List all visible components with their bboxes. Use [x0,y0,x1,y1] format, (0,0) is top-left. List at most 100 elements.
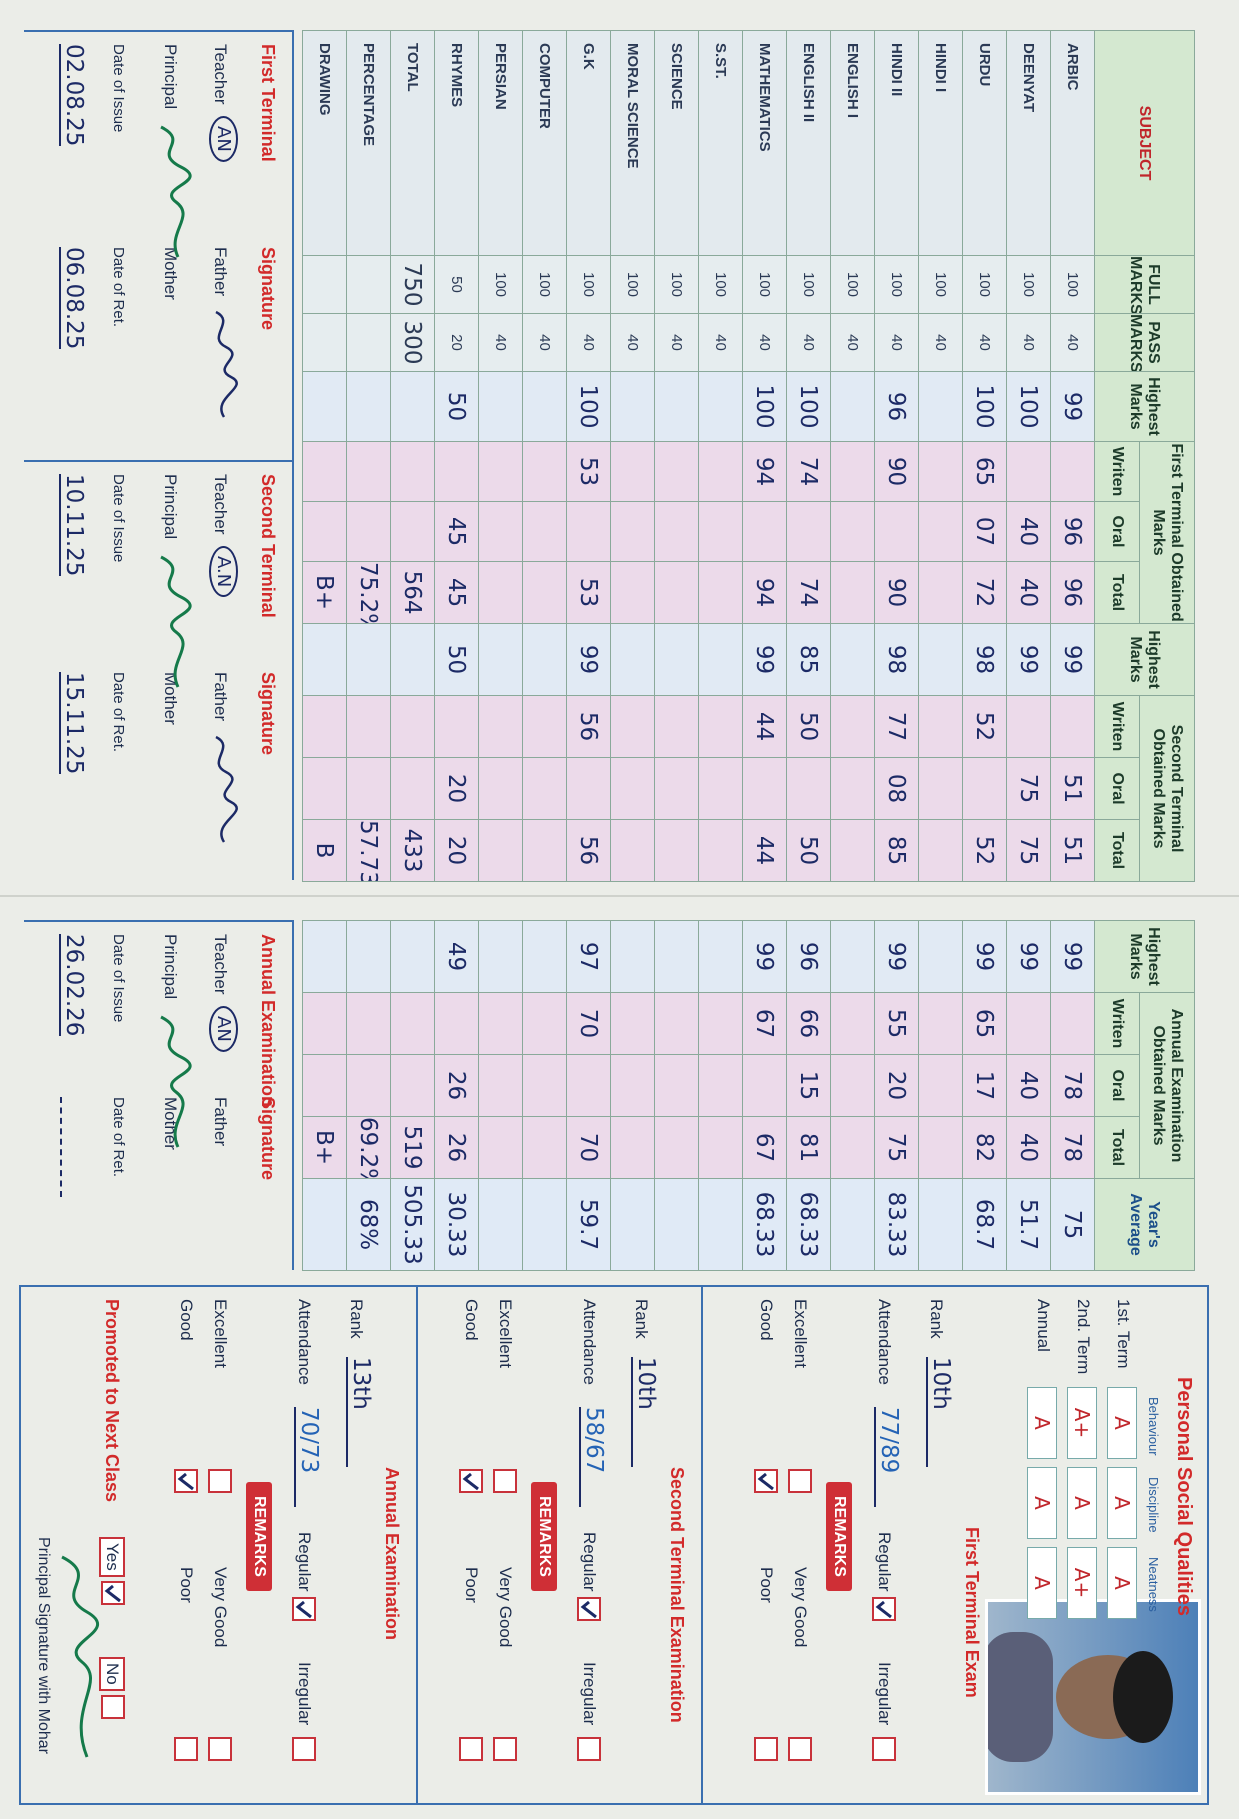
row [654,920,699,1271]
row [830,920,875,1271]
attendance: 77/89 [874,1407,902,1507]
cell: 99 [1050,371,1095,442]
cell: 96 [1050,561,1095,624]
cell [610,757,655,820]
attendance-option: Irregular [295,1662,314,1726]
cell [830,501,875,562]
cell: 17 [962,1054,1007,1117]
cell [522,920,567,993]
cell [830,1054,875,1117]
cell: 66 [786,992,831,1055]
row: ARBIC 100 40 99 96 96 99 51 51 [1050,30,1095,882]
cell [302,255,347,314]
cell: 40 [1006,1054,1051,1117]
cell: 40 [742,313,787,372]
cell: 50 [786,695,831,758]
cell [478,757,523,820]
cell [390,371,435,442]
cell: 72 [962,561,1007,624]
row: MATHEMATICS 100 40 100 94 94 99 44 44 [742,30,787,882]
cell: 40 [698,313,743,372]
remark-option: Good [462,1299,481,1341]
cell [1050,695,1095,758]
ret-label: Date of Ret. [110,1097,127,1178]
cell: 49 [434,920,479,993]
cell: 50 [434,623,479,696]
cell: 100 [1006,255,1051,314]
row: B+ [302,920,347,1271]
cell [566,757,611,820]
cell [654,920,699,993]
cell [654,819,699,882]
cell [566,1054,611,1117]
cell: 30.33 [434,1178,479,1271]
cell [346,920,391,993]
cell [698,757,743,820]
cell: 68% [346,1178,391,1271]
cell: 40 [786,313,831,372]
header: Highest Marks [1094,920,1195,993]
cell [434,441,479,502]
subject: DRAWING [302,30,347,256]
cell [522,992,567,1055]
cell [654,1054,699,1117]
checkbox [208,1469,232,1493]
cell: 26 [434,1054,479,1117]
cell [962,757,1007,820]
cell: 51 [1050,819,1095,882]
cell: 07 [962,501,1007,562]
row: 519 505.33 [390,920,435,1271]
cell [522,1116,567,1179]
attendance-label: Attendance [875,1299,894,1386]
cell: 68.33 [742,1178,787,1271]
cell [918,695,963,758]
cell [346,501,391,562]
cell: 55 [874,992,919,1055]
cell: 40 [918,313,963,372]
teacher-sign: AN [209,1006,238,1052]
cell [522,501,567,562]
cell [610,1054,655,1117]
cell [390,501,435,562]
attendance: 58/67 [579,1407,607,1507]
cell [830,992,875,1055]
cell [654,441,699,502]
row: G.K 100 40 100 53 53 99 56 56 [566,30,611,882]
cell [698,819,743,882]
cell [698,1178,743,1271]
subject: ENGLISH I [830,30,875,256]
quality-grade: A+ [1067,1387,1097,1459]
cell: 100 [918,255,963,314]
cell: 40 [830,313,875,372]
cell: 99 [566,623,611,696]
cell [522,371,567,442]
subject: HINDI II [874,30,919,256]
cell [478,1116,523,1179]
cell [390,441,435,502]
attendance: 70/73 [294,1407,322,1507]
check-mark [875,1600,892,1619]
side-panel: Personal Social Qualities Behaviour Discip… [19,1285,1209,1805]
attendance-label: Attendance [580,1299,599,1386]
header: Writen [1094,992,1140,1055]
cell [302,1054,347,1117]
cell: 75.2% [346,561,391,624]
cell: 100 [566,371,611,442]
cell [478,371,523,442]
check-mark [757,1472,774,1491]
attendance-option: Regular [295,1532,314,1592]
father-signature [215,310,238,418]
cell [830,561,875,624]
cell [522,441,567,502]
cell [654,992,699,1055]
cell: 100 [874,255,919,314]
subject: PERSIAN [478,30,523,256]
cell [434,992,479,1055]
cell [610,561,655,624]
cell: 65 [962,441,1007,502]
header: Highest Marks [1094,371,1195,442]
cell: 45 [434,501,479,562]
header: Oral [1094,501,1140,562]
header: Oral [1094,757,1140,820]
quality-grade: A+ [1067,1547,1097,1619]
